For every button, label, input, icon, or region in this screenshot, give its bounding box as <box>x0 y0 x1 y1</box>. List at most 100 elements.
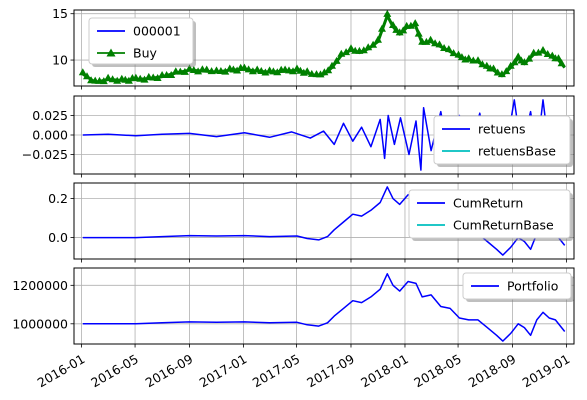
buy-marker <box>99 77 108 85</box>
buy-marker <box>383 10 392 17</box>
buy-marker <box>359 46 368 54</box>
x-tick-label: 2018-09 <box>466 351 519 390</box>
y-tick-label: −0.025 <box>22 147 68 162</box>
buy-marker <box>502 67 511 75</box>
buy-marker <box>493 68 502 76</box>
buy-marker <box>364 43 373 51</box>
buy-marker <box>244 65 253 73</box>
buy-marker <box>534 48 543 56</box>
legend-box <box>462 272 572 300</box>
legend-label: CumReturn <box>453 196 523 211</box>
y-tick-label: 10 <box>52 53 68 68</box>
axes-frame <box>73 267 575 345</box>
legend: Portfolio <box>462 272 574 302</box>
x-tick-label: 2016-09 <box>143 351 196 390</box>
x-tick-label: 2017-05 <box>250 351 303 390</box>
buy-marker <box>189 66 198 73</box>
buy-marker <box>83 72 91 80</box>
buy-marker <box>167 71 176 78</box>
series-markers-Buy <box>78 10 566 85</box>
buy-marker <box>108 75 117 83</box>
x-tick-label: 2017-01 <box>197 351 250 390</box>
buy-marker <box>332 56 341 64</box>
series-line-CumReturn <box>82 186 566 256</box>
buy-marker <box>374 35 382 43</box>
legend-label: Buy <box>133 46 157 61</box>
buy-marker <box>474 56 482 64</box>
buy-marker <box>520 58 529 66</box>
x-tick-label: 2016-05 <box>88 351 141 390</box>
buy-marker <box>180 67 189 75</box>
buy-marker <box>395 28 404 36</box>
buy-marker <box>194 67 203 75</box>
buy-marker <box>320 68 329 76</box>
buy-marker <box>113 76 122 84</box>
buy-marker <box>444 45 453 53</box>
buy-marker <box>261 68 270 76</box>
buy-marker <box>233 66 242 74</box>
y-tick-label: 1000000 <box>12 316 68 331</box>
x-tick-label: 2017-09 <box>304 351 357 390</box>
buy-marker <box>543 50 552 57</box>
buy-marker <box>78 68 87 76</box>
buy-marker <box>406 21 415 29</box>
buy-marker <box>514 52 523 60</box>
buy-marker <box>324 66 333 74</box>
x-tick-label: 2018-01 <box>358 351 411 390</box>
buy-marker <box>449 49 458 57</box>
buy-marker <box>289 67 297 75</box>
buy-marker <box>389 21 397 28</box>
buy-marker <box>316 70 325 78</box>
axes-frame <box>73 182 575 260</box>
legend: retuens retuensBase <box>433 115 573 167</box>
legend-box <box>408 189 571 239</box>
buy-marker <box>435 40 444 48</box>
buy-marker <box>202 65 211 73</box>
buy-marker <box>411 19 420 27</box>
legend-label: retuens <box>478 122 526 137</box>
buy-marker <box>478 60 487 68</box>
buy-marker <box>525 54 534 62</box>
buy-marker <box>431 39 440 47</box>
buy-marker <box>342 48 351 56</box>
buy-marker <box>328 61 336 69</box>
buy-marker <box>554 54 563 62</box>
legend-label: CumReturnBase <box>453 218 554 233</box>
buy-marker <box>510 58 519 66</box>
y-tick-label: 1200000 <box>12 278 68 293</box>
buy-marker <box>369 40 378 48</box>
legend-label: Portfolio <box>507 279 558 294</box>
axes-frame <box>73 95 575 175</box>
subplot-2: 0.025 0.000 −0.025 retuens retuensBase <box>22 95 575 178</box>
legend: CumReturn CumReturnBase <box>408 189 573 241</box>
buy-marker <box>464 54 473 62</box>
buy-marker <box>221 67 230 75</box>
buy-marker <box>140 75 149 83</box>
y-tick-label: 15 <box>52 6 68 21</box>
buy-marker <box>378 24 386 32</box>
legend: 000001 Buy <box>88 17 196 67</box>
buy-marker <box>497 70 506 78</box>
x-tick-label: 2018-05 <box>411 351 464 390</box>
axes-frame <box>73 9 575 87</box>
y-tick-label: 0.0 <box>48 230 68 245</box>
buy-marker <box>153 74 162 81</box>
buy-marker <box>440 44 449 51</box>
x-tick-label: 2016-01 <box>35 351 88 390</box>
buy-marker <box>303 67 312 75</box>
buy-marker <box>273 68 282 76</box>
legend-label: 000001 <box>133 24 181 39</box>
y-tick-label: 0.025 <box>32 108 68 123</box>
buy-marker <box>104 73 113 81</box>
buy-marker <box>539 46 547 53</box>
buy-marker <box>248 67 257 75</box>
y-tick-label: 0.000 <box>32 128 68 143</box>
buy-marker <box>489 64 498 72</box>
buy-marker <box>414 29 423 37</box>
buy-marker <box>185 64 194 72</box>
buy-marker <box>426 35 435 43</box>
subplot-3: 0.2 0.0 CumReturn CumReturnBase <box>48 182 575 263</box>
subplot-1: 10 15 000001 Buy <box>52 6 575 90</box>
legend-box <box>433 115 571 165</box>
